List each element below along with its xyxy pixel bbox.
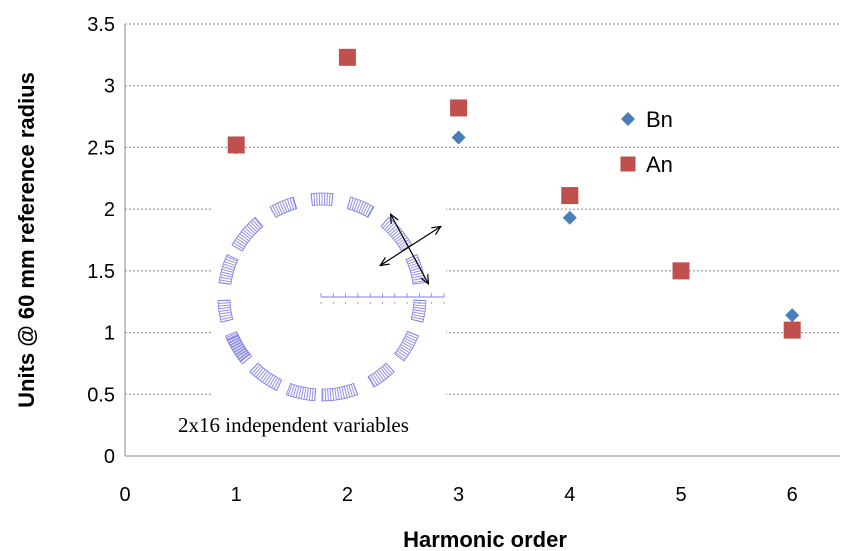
x-axis-title: Harmonic order	[403, 527, 567, 551]
annotation-text: 2x16 independent variables	[178, 413, 409, 437]
coil-block	[269, 196, 298, 218]
point-an	[227, 136, 245, 154]
coil-block	[218, 254, 239, 285]
legend-label-an: An	[646, 152, 673, 177]
legend-marker-an	[620, 156, 636, 172]
coil-block	[217, 299, 234, 323]
point-an	[561, 187, 579, 205]
y-tick-label: 1	[104, 323, 115, 345]
coil-block	[285, 382, 317, 402]
x-tick-label: 2	[342, 484, 353, 506]
point-an	[338, 48, 356, 66]
x-tick-label: 4	[564, 484, 575, 506]
point-bn	[451, 130, 466, 145]
point-an	[672, 262, 690, 280]
x-tick-label: 6	[787, 484, 798, 506]
coil-block	[321, 382, 359, 402]
y-tick-label: 2.5	[87, 137, 115, 159]
data-points	[227, 48, 801, 339]
y-tick-label: 1.5	[87, 261, 115, 283]
coil-block	[367, 362, 395, 388]
legend: Bn An	[620, 107, 673, 177]
x-tick-label: 5	[675, 484, 686, 506]
displacement-arrows-icon	[381, 215, 440, 283]
point-an	[450, 99, 468, 117]
point-bn	[562, 210, 577, 225]
inset-background	[212, 182, 446, 414]
point-an	[783, 321, 801, 339]
coil-block	[410, 299, 427, 323]
y-tick-label: 2	[104, 199, 115, 221]
coil-block	[226, 333, 253, 365]
y-tick-label: 0	[104, 446, 115, 468]
y-tick-labels: 0 0.5 1 1.5 2 2.5 3 3.5	[87, 14, 115, 468]
coil-block	[249, 362, 283, 392]
y-tick-label: 3	[104, 76, 115, 98]
coil-block	[346, 196, 375, 218]
x-tick-label: 3	[453, 484, 464, 506]
x-tick-labels: 0 1 2 3 4 5 6	[119, 484, 797, 506]
x-tick-label: 1	[231, 484, 242, 506]
y-tick-label: 0.5	[87, 384, 115, 406]
coil-block	[225, 330, 251, 362]
inset-scale-ruler	[320, 293, 445, 304]
x-tick-label: 0	[119, 484, 130, 506]
coil-cross-section-inset	[212, 182, 446, 414]
point-bn	[785, 308, 800, 323]
y-tick-label: 3.5	[87, 14, 115, 36]
legend-marker-bn	[621, 112, 635, 126]
legend-label-bn: Bn	[646, 107, 673, 132]
y-axis-title: Units @ 60 mm reference radius	[14, 72, 39, 408]
grid-lines	[125, 23, 840, 457]
coil-block	[393, 330, 419, 362]
coil-block	[231, 216, 264, 252]
coil-block	[310, 192, 334, 206]
